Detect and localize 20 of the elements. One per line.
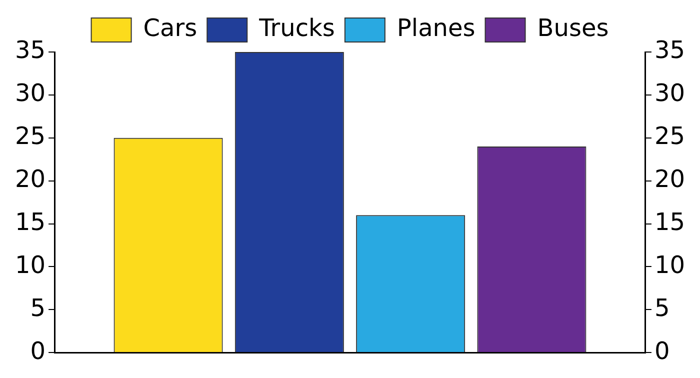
y-tick-label: 15 bbox=[14, 208, 46, 236]
legend-label: Cars bbox=[143, 14, 198, 42]
y2-tick-label: 10 bbox=[654, 250, 686, 279]
y2-tick-label: 15 bbox=[654, 208, 686, 236]
y-tick-label: 5 bbox=[30, 294, 46, 322]
y2-tick-label: 35 bbox=[654, 36, 686, 64]
y2-tick-label: 5 bbox=[654, 294, 670, 322]
legend-label: Planes bbox=[396, 14, 476, 42]
y-tick-label: 10 bbox=[14, 250, 46, 279]
y-tick-label: 0 bbox=[30, 336, 46, 365]
y2-tick-label: 30 bbox=[654, 79, 686, 108]
y2-tick-label: 25 bbox=[654, 122, 686, 150]
y2-tick-label: 0 bbox=[654, 336, 670, 365]
y-tick-label: 30 bbox=[14, 79, 46, 108]
y2-tick-label: 20 bbox=[654, 165, 686, 194]
y-tick-label: 35 bbox=[14, 36, 46, 64]
y-tick-label: 25 bbox=[14, 122, 46, 150]
legend-label: Trucks bbox=[258, 14, 335, 42]
y-tick-label: 20 bbox=[14, 165, 46, 194]
legend-label: Buses bbox=[537, 14, 609, 42]
